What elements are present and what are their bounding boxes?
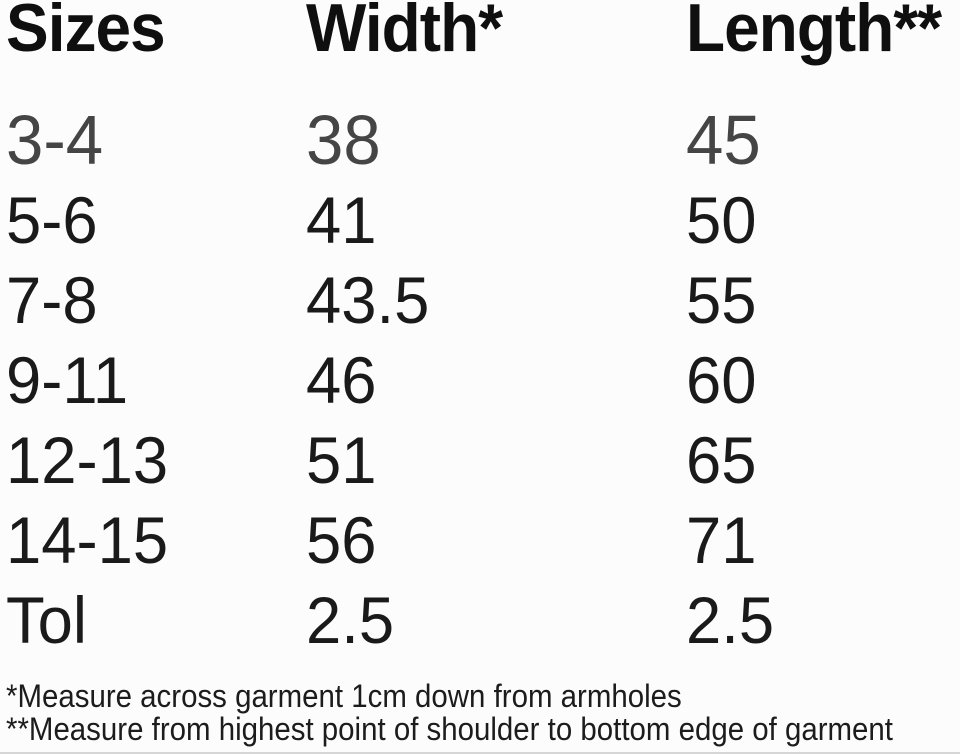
cell-size: 9-11 — [6, 343, 129, 417]
column-header-width: Width* — [306, 0, 503, 66]
footnote-width-measure: *Measure across garment 1cm down from ar… — [6, 678, 682, 714]
column-header-length: Length** — [686, 0, 942, 66]
cell-width: 51 — [306, 423, 377, 497]
cell-length: 2.5 — [686, 583, 775, 657]
cell-size: 12-13 — [6, 423, 169, 497]
table-row: 9-11 46 60 — [6, 340, 960, 420]
cell-size: 3-4 — [6, 101, 104, 179]
cell-length: 71 — [686, 503, 757, 577]
cell-length: 65 — [686, 423, 757, 497]
cell-width: 41 — [306, 183, 377, 257]
table-row: 5-6 41 50 — [6, 180, 960, 260]
cell-width: 2.5 — [306, 583, 395, 657]
footnotes: *Measure across garment 1cm down from ar… — [6, 680, 960, 746]
cell-size: 14-15 — [6, 503, 169, 577]
cell-size: Tol — [6, 583, 87, 657]
cell-width: 56 — [306, 503, 377, 577]
table-row: 7-8 43.5 55 — [6, 260, 960, 340]
table-row: 14-15 56 71 — [6, 500, 960, 580]
cell-width: 46 — [306, 343, 377, 417]
cell-length: 50 — [686, 183, 757, 257]
cell-size: 7-8 — [6, 263, 98, 337]
cell-width: 43.5 — [306, 263, 430, 337]
cell-length: 45 — [686, 101, 761, 179]
table-row: 3-4 38 45 — [6, 100, 960, 180]
size-chart-header-row: Sizes Width* Length** — [6, 0, 960, 100]
cell-length: 60 — [686, 343, 757, 417]
table-row-tolerance: Tol 2.5 2.5 — [6, 580, 960, 660]
column-header-sizes: Sizes — [6, 0, 166, 66]
table-row: 12-13 51 65 — [6, 420, 960, 500]
size-chart-body: 3-4 38 45 5-6 41 50 7-8 43.5 55 9-11 46 … — [6, 100, 960, 660]
cell-width: 38 — [306, 101, 381, 179]
cell-size: 5-6 — [6, 183, 98, 257]
footnote-length-measure: **Measure from highest point of shoulder… — [6, 711, 893, 747]
cell-length: 55 — [686, 263, 757, 337]
